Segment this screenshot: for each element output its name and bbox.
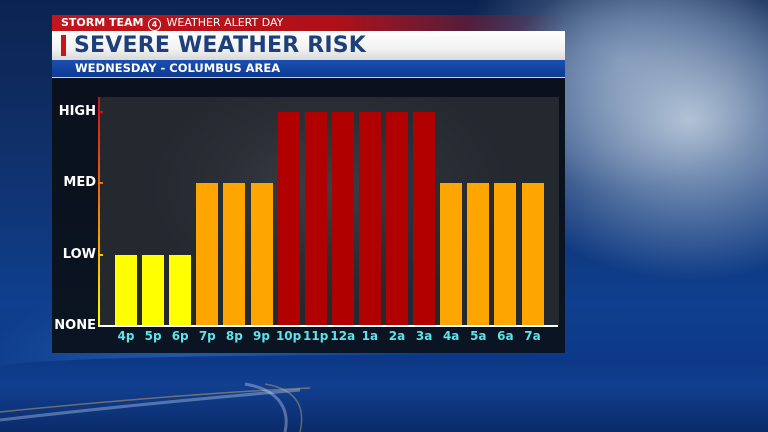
bar-3a <box>413 111 436 326</box>
bar-7a <box>521 183 544 326</box>
bar-7p <box>196 183 219 326</box>
bar-5a <box>467 183 490 326</box>
channel-4-logo-icon: 4 <box>148 18 161 31</box>
y-tick-label: MED <box>63 175 96 190</box>
title-accent-bar <box>61 35 66 56</box>
x-tick-label: 7p <box>198 329 216 343</box>
x-tick-label: 12a <box>330 329 356 343</box>
brand-name: STORM TEAM <box>61 16 144 29</box>
y-tick-label: LOW <box>62 246 96 262</box>
x-tick-label: 8p <box>225 329 243 343</box>
bar-10p <box>277 111 300 326</box>
subtitle-bar: WEDNESDAY - COLUMBUS AREA <box>52 60 565 78</box>
y-tick-label: HIGH <box>58 103 96 119</box>
x-axis <box>98 325 558 327</box>
bar-2a <box>386 111 408 326</box>
x-tick-label: 1a <box>361 329 379 343</box>
y-axis <box>98 97 100 327</box>
bar-12a <box>331 111 354 326</box>
x-tick-label: 6p <box>171 329 189 343</box>
bar-4p <box>115 254 137 326</box>
bar-8p <box>223 183 246 326</box>
page-title: SEVERE WEATHER RISK <box>74 33 367 58</box>
brand-tagline: WEATHER ALERT DAY <box>163 16 284 29</box>
x-tick-label: 11p <box>303 329 329 343</box>
bar-6p <box>169 254 192 326</box>
x-tick-label: 4a <box>442 329 460 343</box>
brand-strip: STORM TEAM 4 WEATHER ALERT DAY <box>52 15 565 31</box>
y-tick-mark <box>98 253 103 256</box>
bar-11p <box>304 111 327 326</box>
x-tick-label: 7a <box>524 329 541 343</box>
x-tick-label: 10p <box>275 329 302 343</box>
graphic-header: STORM TEAM 4 WEATHER ALERT DAY SEVERE WE… <box>52 15 565 78</box>
x-tick-label: 6a <box>497 329 514 343</box>
y-tick-label: NONE <box>54 318 96 333</box>
risk-chart: NONE LOW MED HIGH 4p 5p 6p 7p 8p 9p 10p 11p 12a 1a 2a… <box>52 78 565 353</box>
background-horizon <box>0 355 768 432</box>
x-tick-label: 2a <box>388 329 406 343</box>
bar-6a <box>494 183 517 326</box>
bar-4a <box>440 183 463 326</box>
subtitle: WEDNESDAY - COLUMBUS AREA <box>75 61 281 75</box>
x-tick-label: 5a <box>470 329 487 343</box>
y-tick-mark <box>98 110 103 113</box>
x-tick-label: 4p <box>117 329 135 343</box>
plot-area <box>99 97 559 326</box>
bar-5p <box>142 254 165 326</box>
x-tick-label: 5p <box>144 329 162 343</box>
bar-1a <box>358 111 381 326</box>
x-tick-label: 9p <box>253 329 270 343</box>
x-tick-label: 3a <box>415 329 433 343</box>
y-tick-mark <box>98 182 103 184</box>
title-bar: SEVERE WEATHER RISK <box>52 31 565 60</box>
bar-9p <box>250 183 273 326</box>
